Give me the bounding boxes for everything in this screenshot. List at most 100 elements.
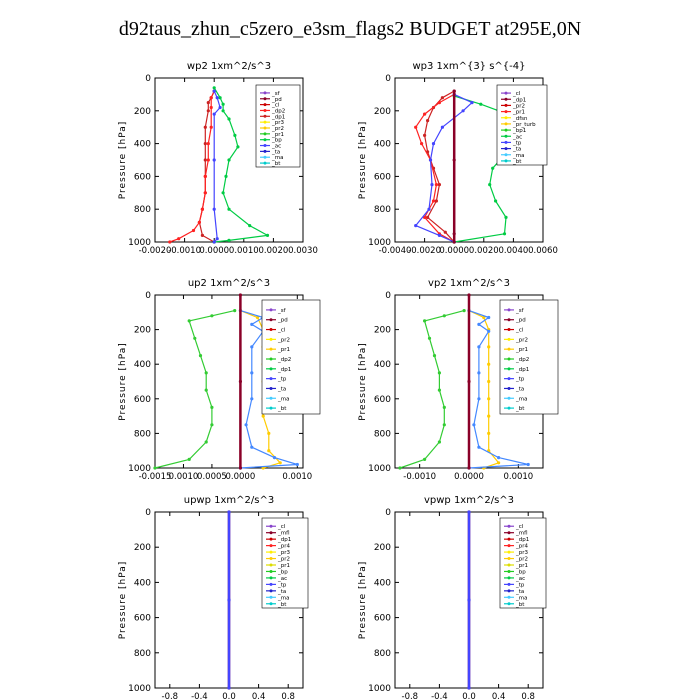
legend-label: _dp2 xyxy=(277,357,291,363)
series-point xyxy=(209,96,213,100)
series-point xyxy=(437,371,441,375)
series-point xyxy=(470,101,474,105)
legend-marker xyxy=(269,328,273,332)
legend-label: _ac xyxy=(515,576,525,582)
y-axis-label: Pressure [hPa] xyxy=(118,561,128,640)
series-point xyxy=(200,233,204,237)
series-point xyxy=(272,456,277,460)
y-tick-label: 1000 xyxy=(368,684,391,694)
series-point xyxy=(267,449,271,453)
series-point xyxy=(487,315,491,320)
x-tick-label: 0.0010 xyxy=(169,472,199,482)
legend-label: _ac xyxy=(277,576,287,582)
legend-marker xyxy=(269,337,273,341)
y-axis-label: Pressure [hPa] xyxy=(118,121,128,200)
legend-label: _cl xyxy=(515,524,524,530)
series-point xyxy=(265,233,270,237)
legend-label: _dp2 xyxy=(515,357,529,363)
series-point xyxy=(177,237,181,241)
x-tick-label: 0.0005 xyxy=(197,472,227,482)
series-point xyxy=(420,142,424,146)
series-point xyxy=(430,183,434,187)
legend-marker xyxy=(269,357,273,361)
y-tick-label: 400 xyxy=(134,360,151,370)
panel-2: wp3 1xm^{3} s^{-4} Pressure [hPa] 0 200 400 6… xyxy=(358,61,558,256)
series-line-ac xyxy=(213,90,221,243)
series-point xyxy=(467,379,471,384)
series-point xyxy=(218,96,222,100)
series-point xyxy=(526,462,530,467)
series-point xyxy=(206,101,210,105)
legend-marker xyxy=(263,138,267,142)
series-point xyxy=(210,314,214,318)
legend-marker xyxy=(269,367,273,371)
series-point xyxy=(250,371,254,375)
legend-label: _pd xyxy=(271,97,282,103)
legend-marker xyxy=(269,557,273,561)
series-point xyxy=(502,232,507,236)
legend-label: _pr2 xyxy=(512,103,525,109)
panel-4: vp2 1xm^2/s^3 Pressure [hPa] 0 200 400 600 800… xyxy=(358,278,559,482)
legend-marker xyxy=(507,406,511,410)
legend-marker xyxy=(269,377,273,381)
y-tick-label: 200 xyxy=(134,543,151,553)
legend-label: _dp1 xyxy=(512,97,526,103)
series-point xyxy=(440,125,444,129)
legend-label: _bt xyxy=(512,159,522,165)
legend-label: _pr1 xyxy=(271,132,284,138)
panel-title: wp3 1xm^{3} s^{-4} xyxy=(412,61,525,72)
legend-label: _pr2 xyxy=(271,126,284,132)
y-tick-label: 200 xyxy=(374,543,391,553)
legend-marker xyxy=(269,595,273,599)
x-tick-label: -0.4 xyxy=(431,692,448,700)
legend-label: _dp1 xyxy=(515,537,529,543)
series-point xyxy=(168,240,172,244)
x-tick-label: 0.8 xyxy=(521,692,535,700)
legend-label: _ta xyxy=(271,149,280,155)
legend-marker xyxy=(269,318,273,322)
series-point xyxy=(203,191,207,195)
series-point xyxy=(267,431,271,435)
series-point xyxy=(440,96,444,100)
panel-title: vp2 1xm^2/s^3 xyxy=(428,278,510,289)
series-point xyxy=(224,174,228,178)
x-tick-label: 0.0000 xyxy=(439,246,469,256)
x-tick-label: 0.0000 xyxy=(199,246,229,256)
legend-marker xyxy=(507,318,511,322)
x-tick-label: 0.0010 xyxy=(229,246,259,256)
series-point xyxy=(488,183,492,187)
legend-label: _dp1 xyxy=(515,367,529,373)
y-tick-label: 1000 xyxy=(368,238,391,248)
legend-marker xyxy=(507,550,511,554)
series-point xyxy=(467,598,471,602)
y-tick-label: 800 xyxy=(134,429,151,439)
series-point xyxy=(487,345,491,349)
legend-label: _tp xyxy=(515,582,525,588)
legend-label: _pd xyxy=(515,318,526,324)
series-point xyxy=(437,183,441,187)
series-point xyxy=(477,445,481,449)
y-tick-label: 1000 xyxy=(368,464,391,474)
legend-label: _ma xyxy=(277,396,289,402)
x-tick-label: -0.0040 xyxy=(379,246,412,256)
legend-marker xyxy=(507,563,511,567)
series-point xyxy=(487,362,491,366)
legend-label: _pr2 xyxy=(277,557,290,563)
series-point xyxy=(236,145,240,149)
series-point xyxy=(227,598,231,602)
legend-label: _pr_turb xyxy=(512,122,536,128)
x-tick-label: 0.0000 xyxy=(226,472,256,482)
legend-marker xyxy=(263,91,267,95)
legend-label: _bp xyxy=(515,569,526,575)
series-point xyxy=(443,230,447,234)
series-point xyxy=(203,174,207,178)
legend-label: _tp xyxy=(277,377,287,383)
panel-5: upwp 1xm^2/s^3 Pressure [hPa] 0 200 400 600 80… xyxy=(118,495,309,700)
legend-label: _cl xyxy=(515,328,524,334)
legend-label: _ma xyxy=(515,396,527,402)
legend-marker xyxy=(504,91,508,95)
legend-marker xyxy=(269,524,273,528)
series-point xyxy=(227,510,231,514)
series-point xyxy=(477,371,481,375)
series-point xyxy=(428,158,433,162)
